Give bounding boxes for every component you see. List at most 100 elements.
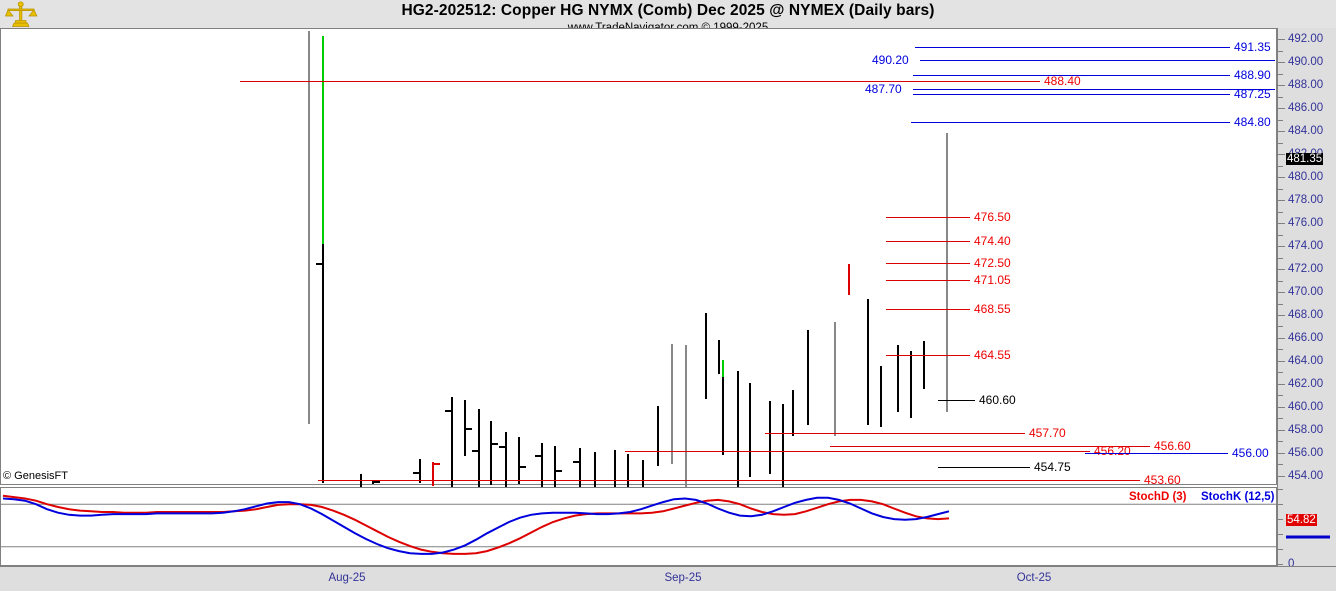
ohlc-bar: [880, 366, 882, 427]
axis-minor-tick: [1278, 326, 1283, 328]
price-level-line: [886, 217, 970, 219]
axis-tick-label: 484.00: [1288, 125, 1324, 138]
legend-stoch-d: StochD (3): [1129, 491, 1187, 503]
page-title: HG2-202512: Copper HG NYMX (Comb) Dec 20…: [401, 2, 935, 19]
price-level-line: [913, 88, 1275, 90]
ohlc-bar: [685, 345, 687, 487]
ohlc-bar: [451, 397, 453, 487]
price-level-label: 460.60: [979, 393, 1016, 407]
axis-minor-tick: [1278, 142, 1283, 144]
axis-tick-label: 490.00: [1288, 56, 1324, 69]
ohlc-bar: [322, 36, 324, 244]
price-level-line: [886, 241, 970, 243]
ohlc-bar: [642, 460, 644, 487]
axis-minor-tick: [1278, 96, 1283, 98]
axis-minor-tick: [1278, 165, 1283, 167]
price-level-line: [240, 80, 1040, 82]
price-level-label: 487.70: [865, 81, 902, 96]
price-level-line: [1085, 452, 1228, 454]
legend-stoch-k: StochK (12,5): [1201, 491, 1275, 503]
ohlc-bar: [749, 383, 751, 477]
stoch-k-line: [2, 496, 950, 555]
price-level-line: [913, 93, 1230, 95]
axis-tick-label: 474.00: [1288, 240, 1324, 253]
axis-tick-label: 486.00: [1288, 102, 1324, 115]
axis-minor-tick: [1278, 418, 1283, 420]
axis-minor-tick: [1278, 464, 1283, 466]
axis-tick-label: 454.00: [1288, 469, 1324, 482]
price-level-line: [625, 450, 1090, 452]
price-level-label: 456.20: [1094, 443, 1131, 458]
ohlc-open-tick: [573, 461, 579, 463]
time-axis[interactable]: Aug-25 Sep-25 Oct-25: [0, 566, 1336, 591]
ohlc-open-tick: [413, 472, 419, 474]
axis-tick-label: 464.00: [1288, 354, 1324, 367]
axis-minor-tick: [1278, 395, 1283, 397]
ohlc-bar: [782, 404, 784, 487]
axis-tick-label: 468.00: [1288, 309, 1324, 321]
price-level-label: 491.35: [1234, 39, 1271, 54]
time-axis-label: Sep-25: [664, 572, 702, 584]
axis-tick: [1278, 177, 1285, 179]
stochastic-pane[interactable]: StochD (3) StochK (12,5): [0, 487, 1277, 566]
ohlc-close-tick: [466, 428, 472, 430]
osc-axis-tick: [1278, 489, 1283, 490]
ohlc-bar: [769, 401, 771, 474]
osc-axis-tick: [1278, 564, 1283, 565]
ohlc-bar: [554, 446, 556, 487]
axis-tick-label: 456.00: [1288, 446, 1324, 459]
axis-minor-tick: [1278, 188, 1283, 190]
ohlc-bar: [792, 390, 794, 436]
ohlc-open-tick: [535, 455, 541, 457]
price-level-line: [913, 74, 1230, 76]
axis-tick: [1278, 200, 1285, 202]
ohlc-bar: [627, 454, 629, 487]
ohlc-bar: [372, 480, 374, 484]
price-level-label: 474.40: [974, 234, 1011, 249]
price-level-label: 456.60: [1154, 438, 1191, 453]
stochastic-plot: [1, 494, 1276, 555]
osc-axis-tick: [1278, 549, 1283, 550]
ohlc-bar: [505, 432, 507, 487]
ohlc-bar: [594, 452, 596, 487]
axis-minor-tick: [1278, 303, 1283, 305]
osc-axis-tick: [1278, 519, 1283, 520]
last-price-marker: 481.35: [1286, 153, 1324, 165]
price-level-label: 484.80: [1234, 115, 1271, 130]
price-level-line: [886, 308, 970, 310]
price-level-line: [765, 433, 1025, 435]
ohlc-bar: [464, 400, 466, 456]
axis-tick: [1278, 223, 1285, 225]
axis-tick-label: 492.00: [1288, 33, 1324, 46]
price-level-label: 476.50: [974, 210, 1011, 225]
axis-minor-tick: [1278, 280, 1283, 282]
price-level-line: [938, 400, 975, 401]
price-level-label: 471.05: [974, 272, 1011, 287]
price-level-line: [886, 354, 970, 356]
ohlc-bar: [867, 299, 869, 425]
header-band: [0, 0, 1336, 28]
ohlc-bar: [718, 340, 720, 374]
price-level-label: 468.55: [974, 301, 1011, 316]
ohlc-close-tick: [520, 466, 526, 468]
price-chart-pane[interactable]: [0, 28, 1277, 487]
price-plot: [308, 31, 948, 487]
price-level-label: 464.55: [974, 347, 1011, 362]
ohlc-bar: [848, 264, 850, 295]
ohlc-bar: [518, 437, 520, 484]
axis-tick: [1278, 108, 1285, 110]
price-level-label: 487.25: [1234, 86, 1271, 101]
axis-minor-tick: [1278, 257, 1283, 259]
copyright-label: © GenesisFT: [3, 470, 68, 482]
axis-tick-label: 466.00: [1288, 331, 1324, 344]
axis-tick: [1278, 452, 1285, 454]
axis-tick: [1278, 39, 1285, 41]
ohlc-bar: [541, 443, 543, 487]
axis-tick-label: 480.00: [1288, 171, 1324, 184]
price-axis[interactable]: 492.00490.00488.00486.00484.00482.00480.…: [1277, 28, 1336, 570]
axis-tick-label: 478.00: [1288, 194, 1324, 207]
price-level-line: [886, 263, 970, 265]
axis-tick-label: 460.00: [1288, 400, 1324, 413]
osc-axis-tick: [1278, 534, 1283, 535]
